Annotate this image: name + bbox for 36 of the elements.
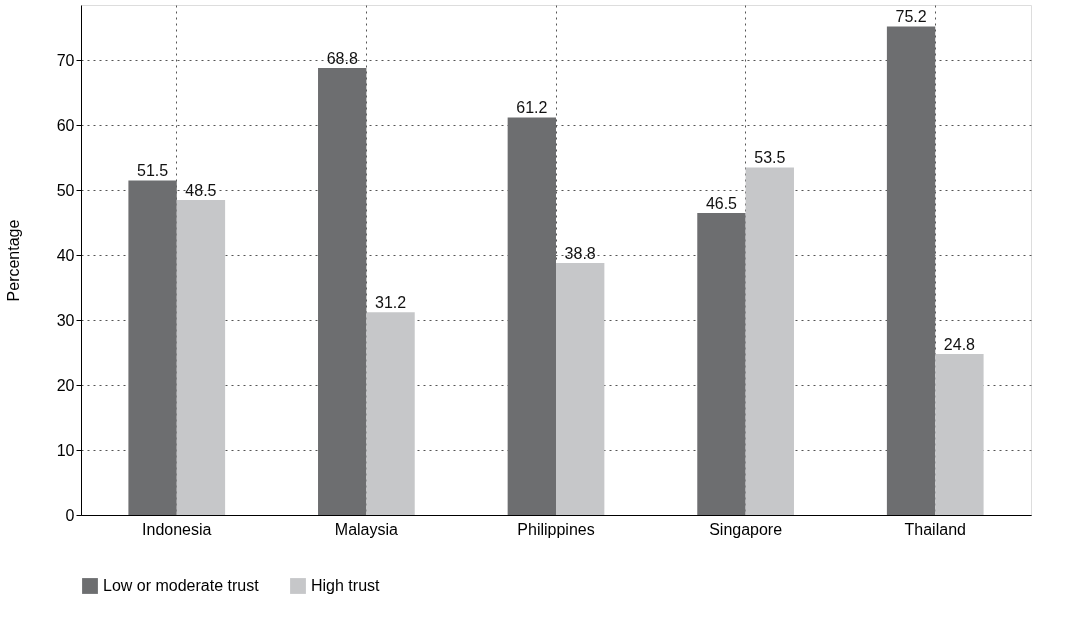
bar: [745, 167, 794, 515]
x-tick-label: Malaysia: [334, 520, 399, 538]
y-axis-title: Percentage: [4, 219, 22, 302]
y-tick-label: 0: [65, 506, 75, 524]
y-tick-label: 20: [56, 376, 75, 394]
bar: [176, 199, 226, 515]
bar: [366, 312, 415, 515]
data-label: 68.8: [326, 50, 358, 68]
y-tick-label: 70: [56, 51, 75, 69]
legend-label: High trust: [311, 577, 381, 594]
y-tick-label: 60: [56, 116, 75, 134]
data-label: 31.2: [374, 294, 407, 312]
x-tick-label: Singapore: [709, 520, 783, 538]
x-tick-label: Indonesia: [142, 520, 212, 538]
bar: [697, 212, 746, 515]
data-label: 46.5: [705, 194, 738, 212]
bar: [318, 68, 367, 515]
legend-label: Low or moderate trust: [103, 577, 260, 594]
data-label: 24.8: [943, 335, 976, 353]
y-tick-label: 40: [56, 246, 75, 264]
x-tick-label: Thailand: [904, 520, 966, 538]
bar: [507, 117, 556, 515]
bar: [556, 262, 605, 515]
data-label: 75.2: [895, 8, 927, 26]
bar: [128, 180, 177, 515]
x-tick-label: Philippines: [517, 520, 595, 538]
bar: [935, 353, 984, 515]
y-tick-label: 50: [56, 181, 75, 199]
bar: [886, 26, 936, 515]
data-label: 51.5: [137, 162, 169, 180]
y-tick-label: 10: [56, 441, 75, 459]
data-label: 61.2: [516, 99, 548, 117]
data-label: 38.8: [564, 244, 596, 262]
data-label: 53.5: [754, 149, 786, 167]
y-tick-label: 30: [56, 311, 75, 329]
data-label: 48.5: [185, 181, 217, 199]
